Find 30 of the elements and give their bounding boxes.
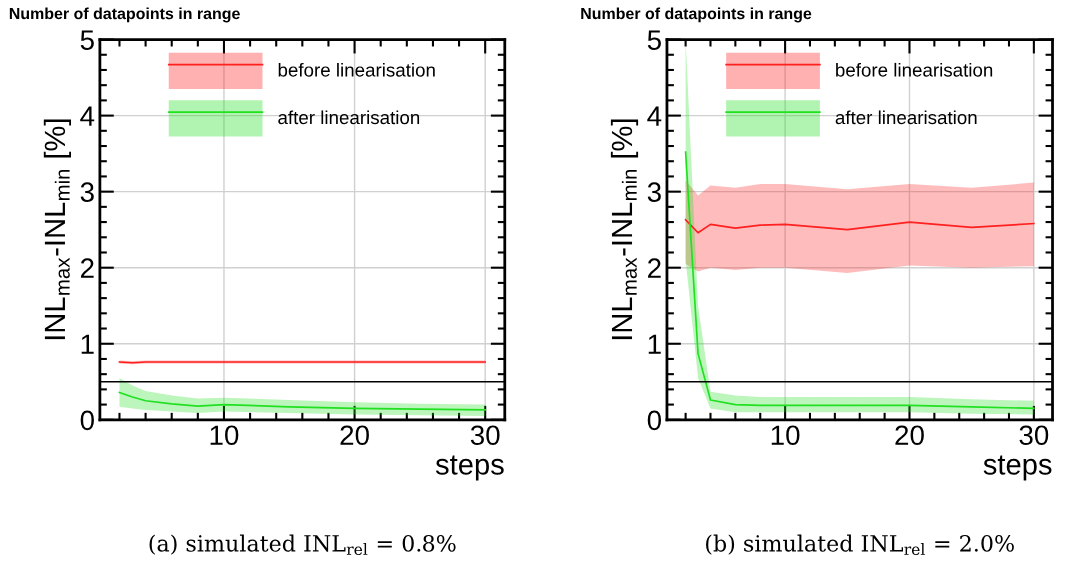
y-tick-label: 5 xyxy=(647,30,661,50)
text: (a) simulated INL$_{rel}$ = 0.8% xyxy=(149,534,456,556)
y-tick-label: 2 xyxy=(648,258,661,278)
legend-label: before linearisation xyxy=(278,62,435,77)
chart-title: Number of datapoints in range xyxy=(581,7,812,23)
y-tick-label: 4 xyxy=(80,106,95,126)
y-tick-label: 2 xyxy=(80,258,94,278)
x-tick-label: 30 xyxy=(470,425,500,446)
text: (b) simulated INL$_{rel}$ = 2.0% xyxy=(706,534,1014,556)
legend-label: after linearisation xyxy=(835,110,977,125)
y-tick-label: 5 xyxy=(80,30,94,50)
y-tick-label: 3 xyxy=(647,182,661,202)
y-tick-label: 1 xyxy=(648,334,661,354)
y-tick-label: 3 xyxy=(80,182,94,202)
y-tick-label: 0 xyxy=(647,410,662,431)
x-tick-label: 20 xyxy=(340,425,369,446)
y-tick-label: 4 xyxy=(647,106,662,126)
x-tick-label: 20 xyxy=(895,425,924,446)
y-axis-title: INL$_{max}$-INL$_{min}$ [%] xyxy=(43,119,72,340)
y-tick-label: 0 xyxy=(80,410,94,431)
chart-title: Number of datapoints in range xyxy=(9,7,240,23)
x-axis-title: steps xyxy=(435,455,504,481)
legend-label: before linearisation xyxy=(836,62,993,77)
legend-label: after linearisation xyxy=(278,110,420,125)
y-axis-title: INL$_{max}$-INL$_{min}$ [%] xyxy=(610,119,639,340)
x-tick-label: 10 xyxy=(771,425,800,446)
x-axis-title: steps xyxy=(983,455,1052,481)
x-tick-label: 10 xyxy=(210,425,239,446)
x-tick-label: 30 xyxy=(1019,425,1049,446)
y-tick-label: 1 xyxy=(81,334,94,354)
